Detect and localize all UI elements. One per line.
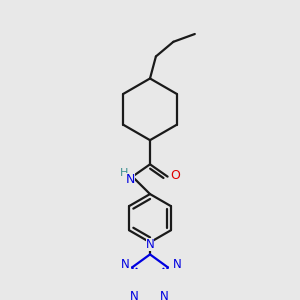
Text: N: N [173,258,182,271]
Text: N: N [130,290,138,300]
Text: N: N [160,290,169,300]
Text: N: N [121,258,130,271]
Text: O: O [170,169,180,182]
Text: N: N [126,173,135,186]
Text: N: N [146,238,154,251]
Text: H: H [120,168,128,178]
